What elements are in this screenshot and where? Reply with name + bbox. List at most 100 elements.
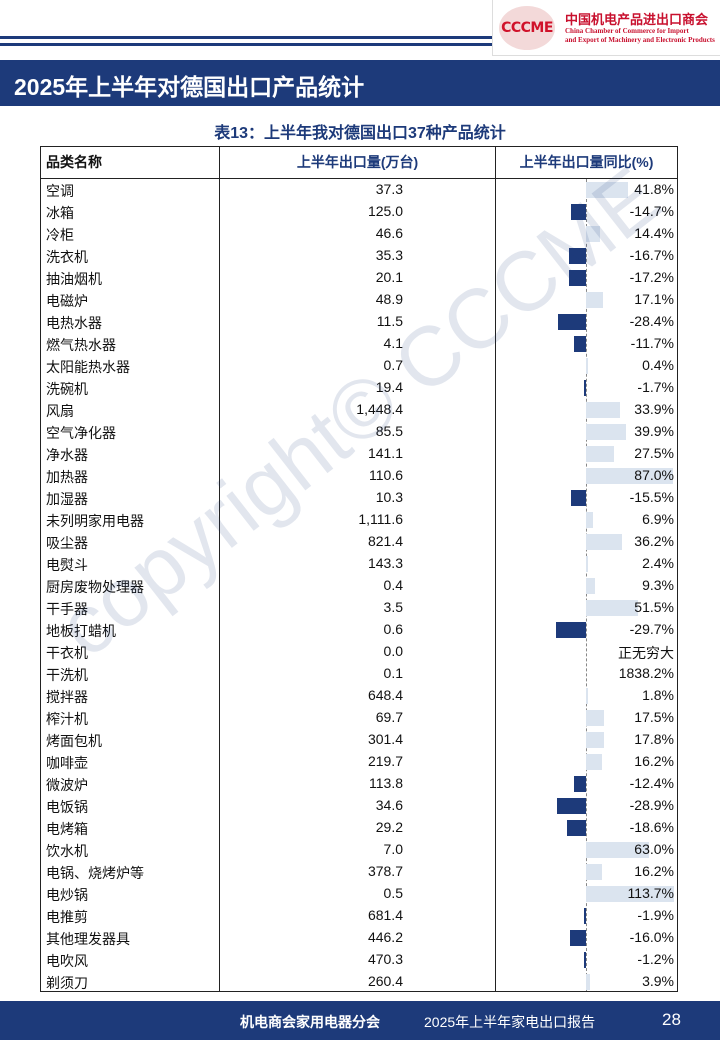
export-quantity: 20.1 xyxy=(375,269,403,285)
category-name: 电锅、烧烤炉等 xyxy=(46,865,144,881)
yoy-percent: 正无穷大 xyxy=(618,645,674,661)
section-title-band: 2025年上半年对德国出口产品统计 xyxy=(0,60,720,106)
yoy-positive-bar xyxy=(586,402,620,418)
category-name: 咖啡壶 xyxy=(46,755,88,771)
export-quantity: 69.7 xyxy=(375,709,403,725)
category-name: 吸尘器 xyxy=(46,535,88,551)
yoy-percent: 113.7% xyxy=(627,885,674,901)
yoy-percent: -1.9% xyxy=(637,907,674,923)
export-quantity: 4.1 xyxy=(383,335,403,351)
yoy-percent: 36.2% xyxy=(634,533,674,549)
column-divider xyxy=(495,147,496,991)
table-row: 洗衣机 35.3 -16.7% xyxy=(41,245,677,267)
table-row: 太阳能热水器 0.7 0.4% xyxy=(41,355,677,377)
category-name: 干衣机 xyxy=(46,645,88,661)
section-title: 2025年上半年对德国出口产品统计 xyxy=(14,74,365,100)
yoy-negative-bar xyxy=(570,930,586,946)
footer-report-title: 2025年上半年家电出口报告 xyxy=(424,1014,596,1030)
yoy-positive-bar xyxy=(586,732,604,748)
yoy-percent: -14.7% xyxy=(629,203,674,219)
yoy-positive-bar xyxy=(586,512,593,528)
table-row: 干洗机 0.1 1838.2% xyxy=(41,663,677,685)
export-quantity: 37.3 xyxy=(375,181,403,197)
yoy-positive-bar xyxy=(586,886,674,902)
table-row: 电烤箱 29.2 -18.6% xyxy=(41,817,677,839)
export-quantity: 648.4 xyxy=(367,687,403,703)
yoy-negative-bar xyxy=(557,314,586,330)
export-quantity: 3.5 xyxy=(383,599,403,615)
category-name: 抽油烟机 xyxy=(46,271,102,287)
table-row: 电锅、烧烤炉等 378.7 16.2% xyxy=(41,861,677,883)
category-name: 燃气热水器 xyxy=(46,337,116,353)
org-name-en: China Chamber of Commerce for Import and… xyxy=(565,27,715,45)
yoy-percent: -29.7% xyxy=(629,621,674,637)
category-name: 未列明家用电器 xyxy=(46,513,144,529)
category-name: 冷柜 xyxy=(46,227,74,243)
category-name: 电熨斗 xyxy=(46,557,88,573)
org-name-en-line2: and Export of Machinery and Electronic P… xyxy=(565,36,715,44)
table-row: 风扇 1,448.4 33.9% xyxy=(41,399,677,421)
yoy-percent: 51.5% xyxy=(634,599,674,615)
yoy-positive-bar xyxy=(586,688,588,704)
yoy-percent: -16.7% xyxy=(629,247,674,263)
export-quantity: 125.0 xyxy=(367,203,403,219)
yoy-negative-bar xyxy=(584,908,586,924)
export-quantity: 470.3 xyxy=(367,951,403,967)
category-name: 电吹风 xyxy=(46,953,88,969)
org-name-cn: 中国机电产品进出口商会 xyxy=(565,12,709,27)
export-quantity: 141.1 xyxy=(367,445,403,461)
yoy-positive-bar xyxy=(586,974,590,990)
category-name: 干手器 xyxy=(46,601,88,617)
yoy-percent: 16.2% xyxy=(634,863,674,879)
export-quantity: 19.4 xyxy=(375,379,403,395)
category-name: 洗碗机 xyxy=(46,381,88,397)
cccme-logo-icon: CCCME xyxy=(499,6,555,50)
yoy-percent: 9.3% xyxy=(642,577,674,593)
yoy-percent: 27.5% xyxy=(634,445,674,461)
yoy-negative-bar xyxy=(556,622,586,638)
yoy-percent: 16.2% xyxy=(634,753,674,769)
export-quantity: 0.0 xyxy=(383,643,403,659)
table-caption: 表13：上半年我对德国出口37种产品统计 xyxy=(214,125,506,142)
yoy-percent: 63.0% xyxy=(634,841,674,857)
export-quantity: 0.6 xyxy=(383,621,403,637)
export-quantity: 0.5 xyxy=(383,885,403,901)
export-quantity: 29.2 xyxy=(375,819,403,835)
column-divider xyxy=(219,147,220,991)
table-row: 其他理发器具 446.2 -16.0% xyxy=(41,927,677,949)
table-row: 电熨斗 143.3 2.4% xyxy=(41,553,677,575)
yoy-positive-bar xyxy=(586,468,673,484)
category-name: 洗衣机 xyxy=(46,249,88,265)
yoy-percent: 6.9% xyxy=(642,511,674,527)
export-quantity: 85.5 xyxy=(375,423,403,439)
table-row: 冷柜 46.6 14.4% xyxy=(41,223,677,245)
category-name: 加湿器 xyxy=(46,491,88,507)
export-quantity: 1,448.4 xyxy=(356,401,403,417)
yoy-percent: -1.7% xyxy=(637,379,674,395)
category-name: 电烤箱 xyxy=(46,821,88,837)
table-row: 厨房废物处理器 0.4 9.3% xyxy=(41,575,677,597)
yoy-percent: 39.9% xyxy=(634,423,674,439)
export-quantity: 301.4 xyxy=(367,731,403,747)
column-header-yoy: 上半年出口量同比(%) xyxy=(519,154,654,170)
yoy-positive-bar xyxy=(586,424,626,440)
yoy-percent: -28.9% xyxy=(629,797,674,813)
category-name: 电炒锅 xyxy=(46,887,88,903)
column-header-quantity: 上半年出口量(万台) xyxy=(296,154,419,170)
yoy-percent: -11.7% xyxy=(630,335,674,351)
table-row: 搅拌器 648.4 1.8% xyxy=(41,685,677,707)
export-quantity: 48.9 xyxy=(375,291,403,307)
yoy-positive-bar xyxy=(586,358,588,374)
table-row: 剃须刀 260.4 3.9% xyxy=(41,971,677,993)
yoy-negative-bar xyxy=(584,952,586,968)
category-name: 电饭锅 xyxy=(46,799,88,815)
yoy-positive-bar xyxy=(586,754,603,770)
yoy-negative-bar xyxy=(557,798,586,814)
yoy-percent: 14.4% xyxy=(634,225,674,241)
export-quantity: 113.8 xyxy=(369,775,403,791)
category-name: 饮水机 xyxy=(46,843,88,859)
export-quantity: 681.4 xyxy=(367,907,403,923)
category-name: 净水器 xyxy=(46,447,88,463)
yoy-percent: 17.1% xyxy=(634,291,674,307)
category-name: 电磁炉 xyxy=(46,293,88,309)
